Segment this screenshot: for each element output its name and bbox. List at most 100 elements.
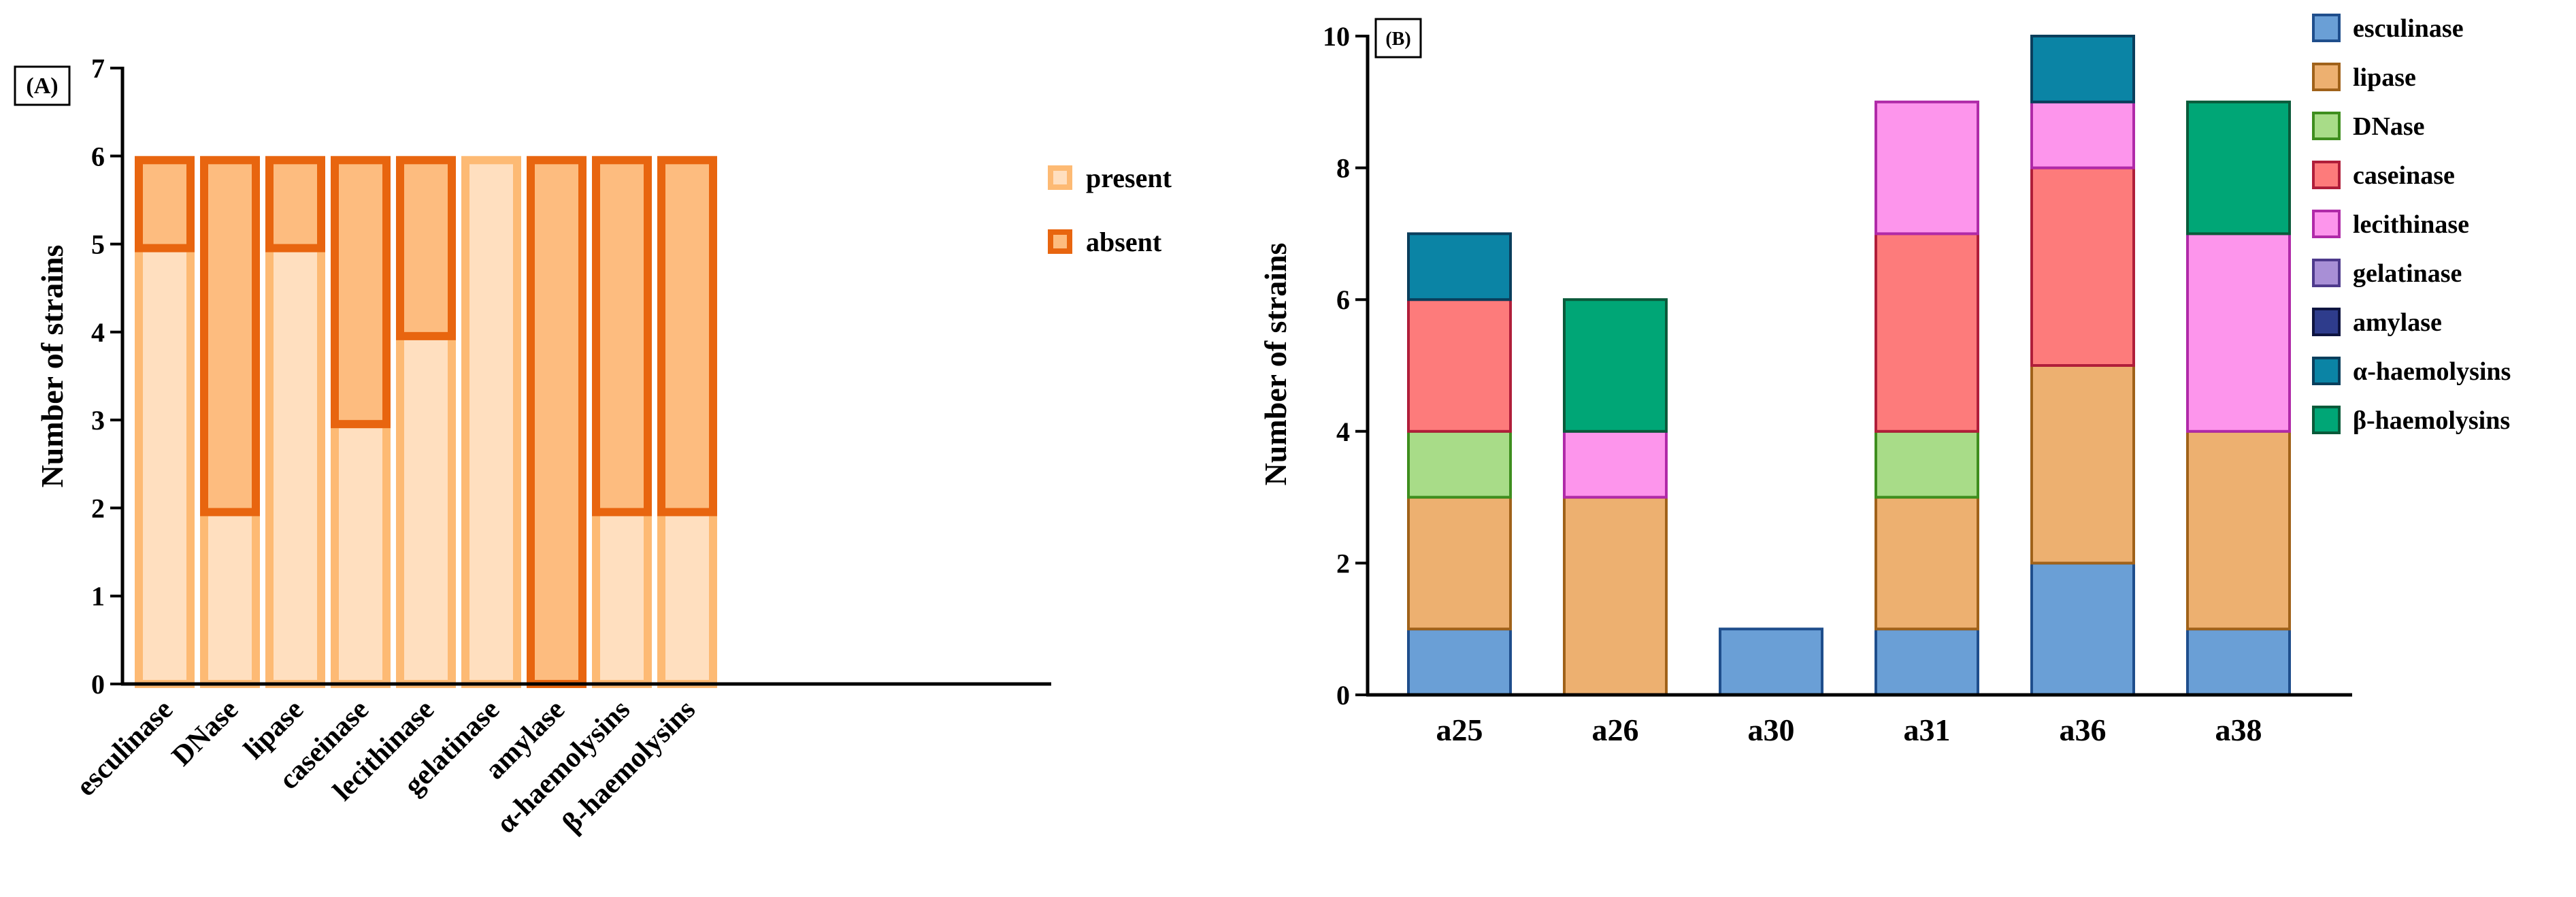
legend-swatch-absent	[1048, 229, 1072, 254]
bar-segment-caseinase-a25	[1407, 298, 1512, 433]
bar-segment-esculinase-a31	[1875, 627, 1979, 697]
panel-b-axes	[1366, 35, 2352, 697]
bar-segment-present-lecithinase	[396, 331, 456, 688]
panel-a-y-tick-label: 5	[91, 229, 105, 260]
panel-b-y-tick-label: 2	[1336, 548, 1350, 578]
legend-label-esculinase: esculinase	[2353, 14, 2464, 43]
bar-segment-esculinase-a25	[1407, 627, 1512, 697]
bar-segment-absent-lecithinase	[396, 156, 456, 340]
bar-segment-alpha-haemolysins-a36	[2030, 35, 2135, 103]
panel-a-x-tick-labels: esculinaseDNaselipasecaseinaselecithinas…	[70, 694, 701, 840]
panel-a-bars	[135, 156, 717, 689]
legend-label-beta-haemolysins: β-haemolysins	[2353, 406, 2510, 435]
bar-segment-absent-amylase	[527, 156, 587, 689]
panel-b-y-tick-label: 0	[1336, 680, 1350, 711]
legend-label-gelatinase: gelatinase	[2353, 259, 2462, 288]
panel-b-y-tick-label: 6	[1336, 284, 1350, 315]
bar-segment-absent-caseinase	[331, 156, 391, 429]
bar-segment-absent-dnase	[200, 156, 260, 517]
panel-a-y-tick-label: 1	[91, 581, 105, 612]
bar-segment-absent-lipase	[265, 156, 325, 252]
panel-a-y-tick-label: 4	[91, 317, 105, 348]
panel-b-x-tick-labels: a25 a26 a30 a31 a36 a38	[1436, 713, 2262, 747]
bar-segment-present-esculinase	[135, 244, 195, 689]
panel-a-y-tick-label: 2	[91, 493, 105, 523]
bar-segment-esculinase-a30	[1719, 627, 1823, 697]
x-tick-label-esculinase: esculinase	[70, 694, 179, 803]
bar-segment-esculinase-a36	[2030, 561, 2135, 697]
legend-label-lipase: lipase	[2353, 63, 2416, 92]
x-tick-label-a31: a31	[1904, 713, 1951, 747]
bar-segment-beta-haemolysins-a38	[2186, 100, 2291, 235]
x-tick-label-a36: a36	[2060, 713, 2107, 747]
bar-segment-lecithinase-a26	[1563, 429, 1668, 499]
panel-b-legend: esculinase lipase DNase caseinase lecithinas…	[2312, 14, 2511, 435]
legend-label-lecithinase: lecithinase	[2353, 210, 2469, 239]
x-tick-label-a38: a38	[2215, 713, 2262, 747]
bar-segment-caseinase-a31	[1875, 232, 1979, 433]
bar-segment-present-alpha-haemolysins	[592, 508, 652, 689]
x-tick-label-a25: a25	[1436, 713, 1483, 747]
panel-a-label-box	[14, 65, 71, 106]
legend-swatch-beta-haemolysins	[2312, 406, 2341, 434]
legend-label-caseinase: caseinase	[2353, 161, 2455, 190]
bar-segment-lipase-a31	[1875, 495, 1979, 631]
panel-a-axes	[120, 67, 1051, 686]
panel-b-label: (B)	[1385, 29, 1410, 50]
panel-a-y-axis-label: Number of strains	[35, 245, 69, 488]
legend-label-absent: absent	[1086, 227, 1162, 257]
legend-swatch-alpha-haemolysins	[2312, 357, 2341, 385]
bar-segment-lecithinase-a31	[1875, 100, 1979, 235]
x-tick-label-a26: a26	[1592, 713, 1639, 747]
bar-segment-caseinase-a36	[2030, 166, 2135, 367]
panel-b-y-tick-label: 4	[1336, 417, 1350, 447]
bar-segment-lipase-a38	[2186, 429, 2291, 631]
legend-swatch-lipase	[2312, 63, 2341, 91]
legend-swatch-present	[1048, 165, 1072, 190]
panel-a-y-tick-label: 7	[91, 53, 105, 84]
panel-a-y-tick-label: 3	[91, 405, 105, 436]
bar-segment-lipase-a25	[1407, 495, 1512, 631]
panel-b-label-box	[1374, 18, 1422, 59]
panel-b-y-axis-label: Number of strains	[1258, 243, 1293, 486]
bar-segment-absent-beta-haemolysins	[657, 156, 717, 517]
panel-a-bar-chart: (A) Number of strains 0 1 2 3 4 5 6 7 esculinas…	[14, 53, 1172, 840]
panel-b-y-tick-label: 8	[1336, 153, 1350, 184]
x-tick-label-dnase: DNase	[166, 694, 244, 772]
panel-a-y-tick-label: 0	[91, 669, 105, 700]
bar-segment-present-caseinase	[331, 420, 391, 689]
bar-segment-lipase-a26	[1563, 495, 1668, 696]
bar-segment-present-gelatinase	[461, 156, 521, 689]
panel-a-label: (A)	[26, 74, 58, 99]
bar-segment-dnase-a31	[1875, 429, 1979, 499]
bar-segment-absent-alpha-haemolysins	[592, 156, 652, 517]
bar-segment-absent-esculinase	[135, 156, 195, 252]
legend-label-dnase: DNase	[2353, 112, 2425, 141]
bar-segment-alpha-haemolysins-a25	[1407, 232, 1512, 301]
legend-label-alpha-haemolysins: α-haemolysins	[2353, 357, 2511, 386]
bar-segment-present-beta-haemolysins	[657, 508, 717, 689]
bar-segment-present-dnase	[200, 508, 260, 689]
panel-a-legend: present absent	[1048, 163, 1172, 257]
bar-segment-present-lipase	[265, 244, 325, 689]
bar-segment-esculinase-a38	[2186, 627, 2291, 697]
bar-segment-dnase-a25	[1407, 429, 1512, 499]
bar-segment-lecithinase-a36	[2030, 100, 2135, 169]
panel-b-y-ticks: 0 2 4 6 8 10	[1323, 21, 1368, 711]
bar-segment-beta-haemolysins-a26	[1563, 298, 1668, 433]
bar-segment-lipase-a36	[2030, 364, 2135, 565]
legend-label-present: present	[1086, 163, 1172, 193]
legend-swatch-esculinase	[2312, 14, 2341, 42]
legend-swatch-dnase	[2312, 112, 2341, 140]
bar-segment-lecithinase-a38	[2186, 232, 2291, 433]
legend-swatch-lecithinase	[2312, 210, 2341, 238]
legend-swatch-caseinase	[2312, 161, 2341, 189]
panel-b-bars	[1407, 35, 2291, 697]
panel-a-y-tick-label: 6	[91, 141, 105, 172]
x-tick-label-a30: a30	[1748, 713, 1795, 747]
legend-swatch-gelatinase	[2312, 259, 2341, 287]
panel-b-y-tick-label: 10	[1323, 21, 1350, 52]
legend-swatch-amylase	[2312, 308, 2341, 336]
